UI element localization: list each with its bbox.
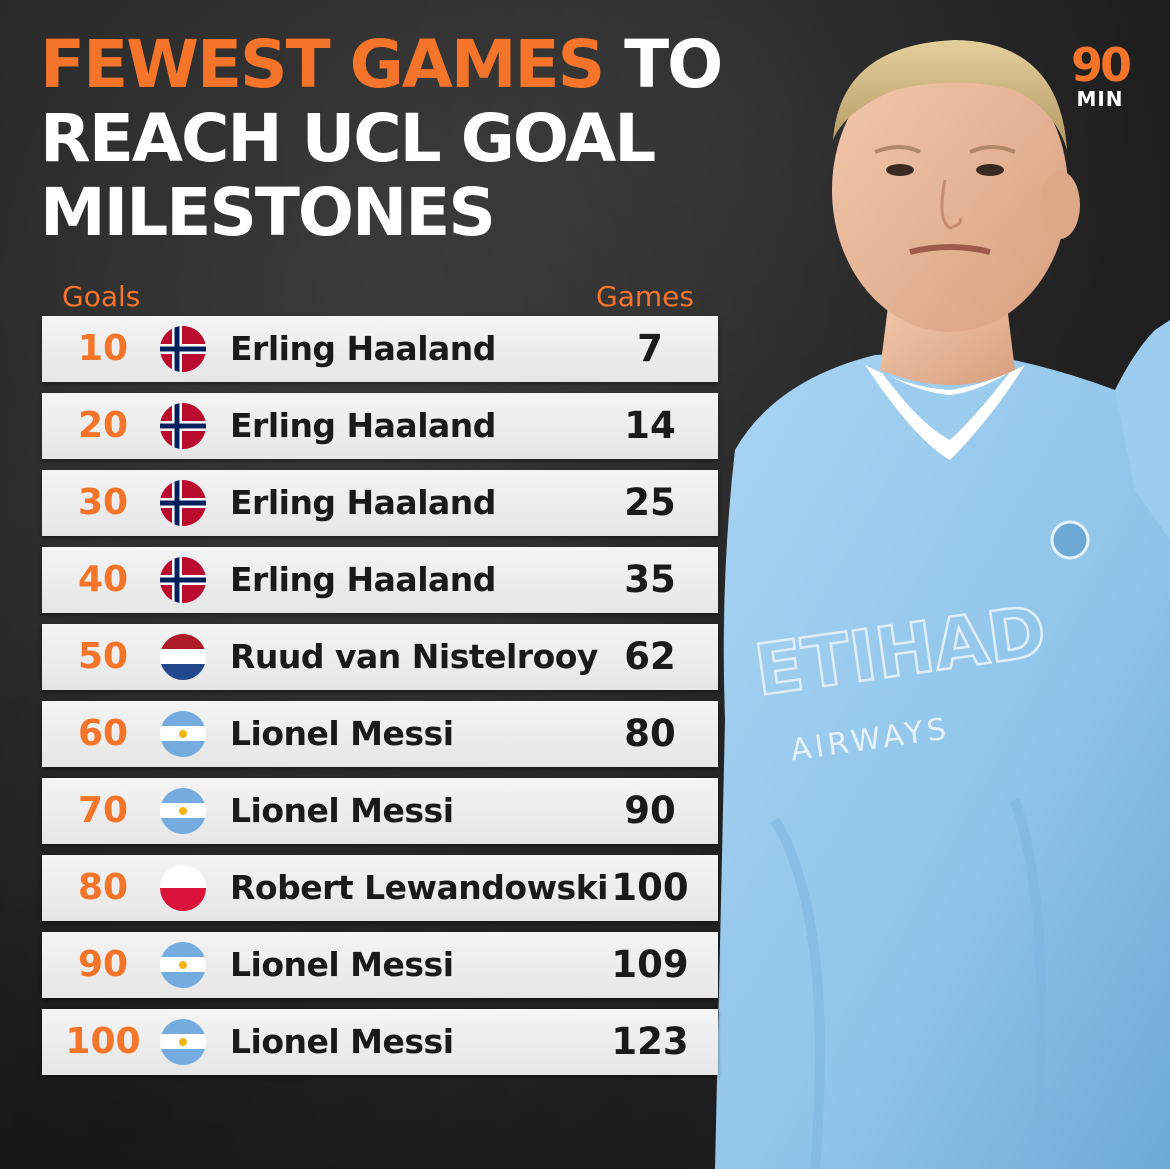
table-row: 30 Erling Haaland 25: [42, 470, 718, 536]
argentina-flag-icon: [160, 711, 206, 757]
player-name: Erling Haaland: [230, 329, 496, 368]
games-value: 123: [611, 1020, 689, 1063]
games-value: 100: [611, 866, 689, 909]
games-value: 90: [624, 789, 676, 832]
player-name: Ruud van Nistelrooy: [230, 637, 598, 676]
goals-value: 80: [77, 867, 129, 908]
title-accent: FEWEST GAMES: [40, 26, 605, 103]
games-column-header: Games: [596, 280, 694, 313]
logo-text: MIN: [1076, 87, 1124, 111]
goals-column-header: Goals: [62, 280, 141, 313]
page-title: FEWEST GAMES TO REACH UCL GOAL MILESTONE…: [40, 28, 740, 250]
games-value: 25: [624, 481, 676, 524]
table-row: 20 Erling Haaland 14: [42, 393, 718, 459]
goals-value: 70: [77, 790, 129, 831]
goals-value: 20: [77, 405, 129, 446]
player-name: Lionel Messi: [230, 945, 454, 984]
poland-flag-icon: [160, 865, 206, 911]
logo-number: 90: [1070, 38, 1132, 92]
norway-flag-icon: [160, 480, 206, 526]
title-line1-rest: TO: [603, 26, 723, 103]
games-value: 80: [624, 712, 676, 755]
table-row: 50 Ruud van Nistelrooy 62: [42, 624, 718, 690]
title-line3: MILESTONES: [40, 174, 496, 251]
norway-flag-icon: [160, 326, 206, 372]
games-value: 7: [637, 327, 663, 370]
player-name: Robert Lewandowski: [230, 868, 608, 907]
table-row: 70 Lionel Messi 90: [42, 778, 718, 844]
table-row: 40 Erling Haaland 35: [42, 547, 718, 613]
norway-flag-icon: [160, 403, 206, 449]
player-photo: ETIHAD AIRWAYS: [715, 40, 1170, 1169]
table-row: 60 Lionel Messi 80: [42, 701, 718, 767]
games-value: 35: [624, 558, 676, 601]
games-value: 14: [624, 404, 676, 447]
argentina-flag-icon: [160, 942, 206, 988]
goals-value: 10: [77, 328, 129, 369]
games-value: 62: [624, 635, 676, 678]
goals-value: 60: [77, 713, 129, 754]
table-row: 90 Lionel Messi 109: [42, 932, 718, 998]
goals-value: 50: [77, 636, 129, 677]
norway-flag-icon: [160, 557, 206, 603]
argentina-flag-icon: [160, 788, 206, 834]
milestones-table: 10 Erling Haaland 7 20 Erling Haaland 14 30 Erl…: [42, 316, 718, 1086]
table-row: 10 Erling Haaland 7: [42, 316, 718, 382]
player-name: Erling Haaland: [230, 406, 496, 445]
argentina-flag-icon: [160, 1019, 206, 1065]
netherlands-flag-icon: [160, 634, 206, 680]
table-row: 80 Robert Lewandowski 100: [42, 855, 718, 921]
player-name: Erling Haaland: [230, 560, 496, 599]
player-name: Lionel Messi: [230, 1022, 454, 1061]
goals-value: 30: [77, 482, 129, 523]
player-name: Lionel Messi: [230, 791, 454, 830]
goals-value: 90: [77, 944, 129, 985]
player-name: Lionel Messi: [230, 714, 454, 753]
player-name: Erling Haaland: [230, 483, 496, 522]
brand-logo: 90 MIN: [1068, 42, 1132, 112]
table-row: 100 Lionel Messi 123: [42, 1009, 718, 1075]
goals-value: 100: [65, 1021, 141, 1062]
goals-value: 40: [77, 559, 129, 600]
title-line2: REACH UCL GOAL: [40, 100, 656, 177]
games-value: 109: [611, 943, 689, 986]
